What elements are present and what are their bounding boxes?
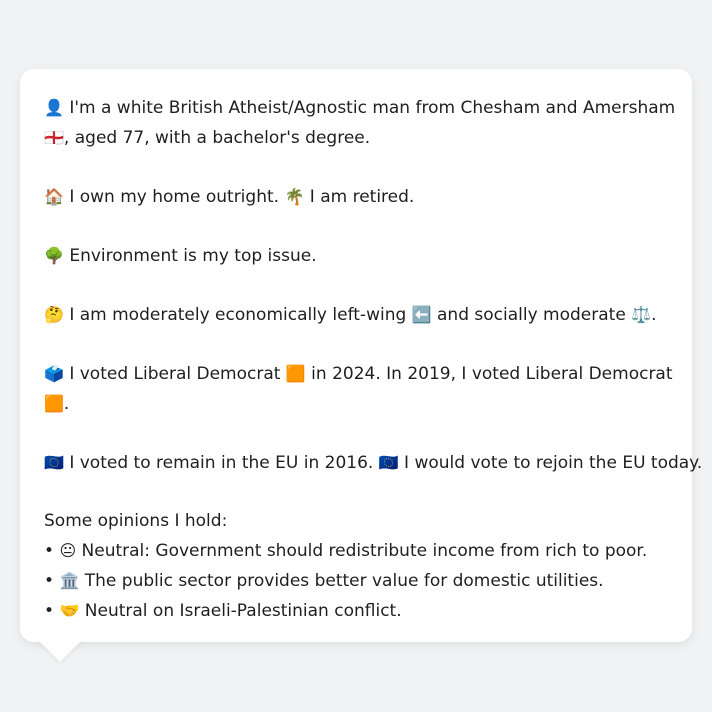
bubble-tail (38, 640, 82, 662)
palm-tree-icon: 🌴 (284, 187, 305, 206)
neutral-face-icon: 😐 (59, 541, 77, 560)
top-issue-text: Environment is my top issue. (69, 246, 317, 266)
thinking-face-icon: 🤔 (44, 305, 64, 324)
voting-paragraph: 🗳️ I voted Liberal Democrat 🟧 in 2024. I… (44, 359, 674, 419)
opinion-text: Neutral on Israeli-Palestinian conflict. (84, 601, 402, 621)
economic-position-text: I am moderately economically left-wing (69, 305, 407, 325)
bullet: • (44, 571, 55, 591)
brexit-paragraph: 🇪🇺 I voted to remain in the EU in 2016. … (44, 448, 702, 478)
bullet: • (44, 541, 55, 561)
vote-2019-text: in 2024. In 2019, I voted Liberal Democr… (311, 364, 673, 384)
age-education-text: , aged 77, with a bachelor's degree. (63, 128, 371, 148)
left-arrow-icon: ⬅️ (411, 305, 432, 324)
opinions-heading: Some opinions I hold: (44, 511, 228, 531)
home-ownership-text: I own my home outright. (69, 187, 280, 207)
vote-2024-text: I voted Liberal Democrat (69, 364, 281, 384)
opinion-item: • 🤝 Neutral on Israeli-Palestinian confl… (44, 596, 674, 626)
eu-flag-icon: 🇪🇺 (44, 453, 64, 472)
issue-paragraph: 🌳 Environment is my top issue. (44, 241, 674, 271)
ballot-box-icon: 🗳️ (44, 364, 64, 383)
persona-card: 👤 I'm a white British Atheist/Agnostic m… (20, 69, 702, 642)
tree-icon: 🌳 (44, 246, 64, 265)
opinions-section: Some opinions I hold: • 😐 Neutral: Gover… (44, 507, 674, 626)
employment-text: I am retired. (309, 187, 415, 207)
handshake-icon: 🤝 (59, 601, 80, 620)
orange-square-icon: 🟧 (285, 364, 306, 383)
rejoin-text: I would vote to rejoin the EU today. (404, 453, 703, 473)
classical-building-icon: 🏛️ (59, 571, 80, 590)
house-icon: 🏠 (44, 187, 64, 206)
opinion-text: Neutral: Government should redistribute … (81, 541, 648, 561)
identity-paragraph: 👤 I'm a white British Atheist/Agnostic m… (44, 93, 676, 153)
identity-text: I'm a white British Atheist/Agnostic man… (69, 98, 676, 118)
social-position-text: and socially moderate (437, 305, 626, 325)
opinion-text: The public sector provides better value … (84, 571, 604, 591)
housing-paragraph: 🏠 I own my home outright. 🌴 I am retired… (44, 182, 674, 212)
orange-square-icon: 🟧 (44, 394, 64, 413)
opinion-item: • 😐 Neutral: Government should redistrib… (44, 536, 674, 566)
opinion-item: • 🏛️ The public sector provides better v… (44, 566, 674, 596)
referendum-2016-text: I voted to remain in the EU in 2016. (69, 453, 374, 473)
person-icon: 👤 (44, 98, 64, 117)
scales-icon: ⚖️ (631, 305, 652, 324)
bullet: • (44, 601, 55, 621)
england-flag-icon: 🏴󠁧󠁢󠁥󠁮󠁧󠁿 (44, 128, 64, 147)
eu-flag-icon: 🇪🇺 (378, 453, 399, 472)
ideology-paragraph: 🤔 I am moderately economically left-wing… (44, 300, 674, 330)
